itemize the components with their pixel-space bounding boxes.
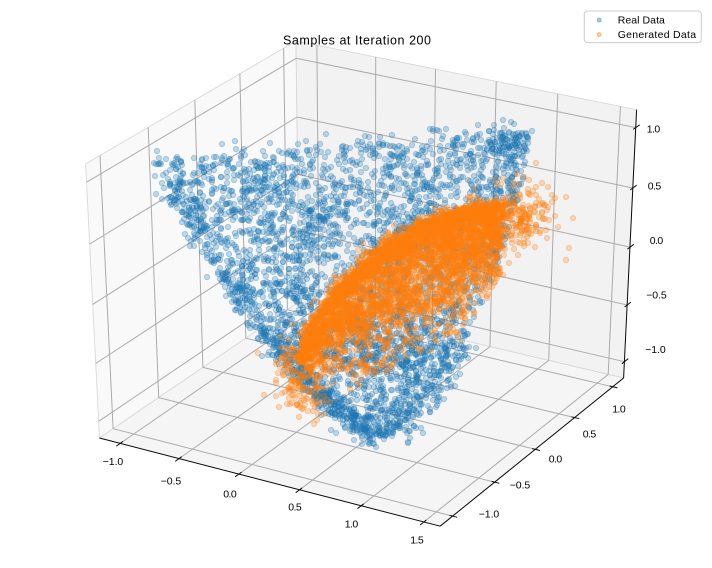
svg-text:0.0: 0.0 xyxy=(223,489,237,501)
svg-text:0.0: 0.0 xyxy=(650,235,664,247)
svg-text:0.5: 0.5 xyxy=(288,502,302,514)
svg-text:1.0: 1.0 xyxy=(647,124,661,136)
svg-text:0.5: 0.5 xyxy=(648,181,662,193)
svg-text:−1.0: −1.0 xyxy=(103,456,124,468)
svg-text:−1.0: −1.0 xyxy=(479,508,500,520)
svg-text:−0.5: −0.5 xyxy=(510,480,531,492)
svg-text:1.5: 1.5 xyxy=(410,535,424,547)
svg-text:1.0: 1.0 xyxy=(345,519,359,531)
svg-text:−0.5: −0.5 xyxy=(646,290,667,302)
svg-text:Real Data: Real Data xyxy=(618,15,665,27)
svg-text:−0.5: −0.5 xyxy=(161,476,182,488)
svg-text:0.5: 0.5 xyxy=(583,429,597,441)
svg-text:Generated Data: Generated Data xyxy=(618,29,697,41)
svg-text:Samples at Iteration 200: Samples at Iteration 200 xyxy=(283,34,431,48)
svg-text:0.0: 0.0 xyxy=(549,454,563,466)
svg-text:1.0: 1.0 xyxy=(612,404,626,416)
svg-text:−1.0: −1.0 xyxy=(645,344,666,356)
